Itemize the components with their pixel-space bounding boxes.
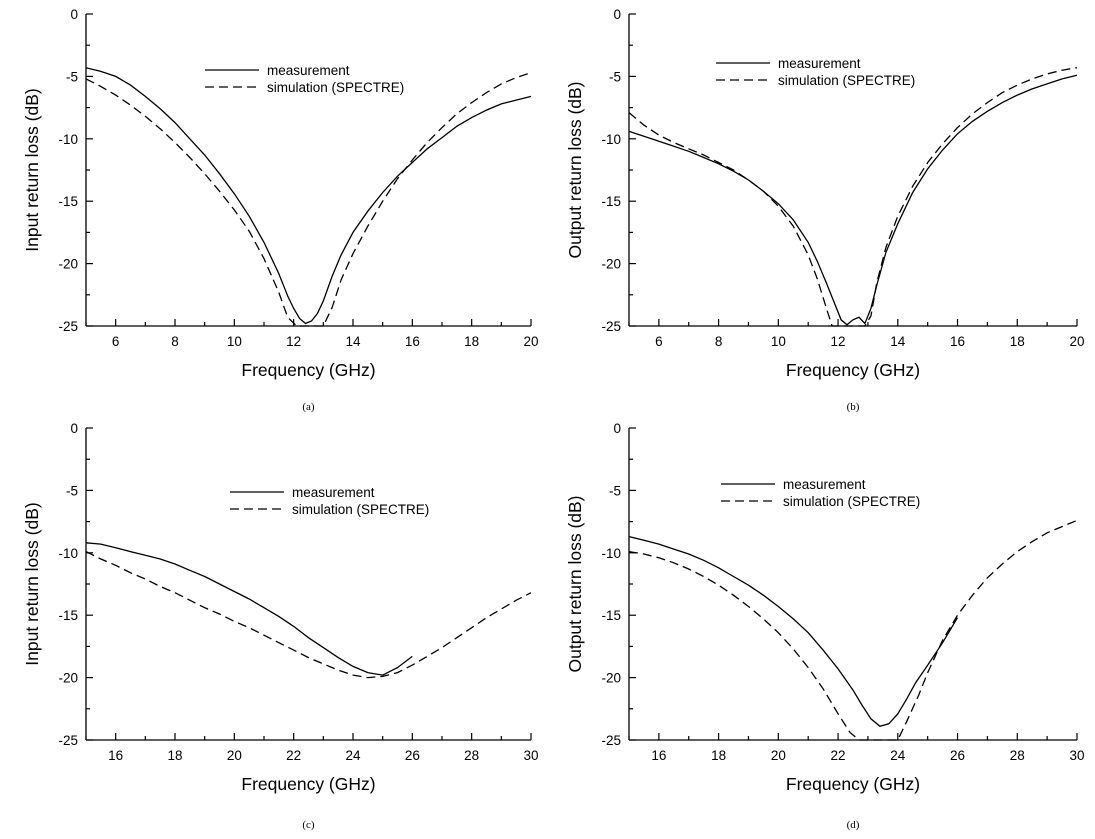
x-tick-label: 18 (1010, 334, 1025, 349)
y-tick-label: -10 (601, 546, 621, 561)
simulation-series-line (86, 73, 531, 326)
x-tick-label: 30 (523, 748, 538, 763)
measurement-series-line (86, 68, 531, 324)
y-tick-label: -15 (601, 608, 621, 623)
x-tick-label: 12 (286, 334, 301, 349)
y-tick-label: 0 (613, 421, 621, 436)
x-tick-label: 12 (831, 334, 846, 349)
x-tick-label: 14 (345, 334, 361, 349)
x-tick-label: 18 (167, 748, 182, 763)
y-tick-label: -20 (601, 257, 621, 272)
y-tick-label: -15 (58, 608, 78, 623)
x-tick-label: 10 (227, 334, 242, 349)
y-tick-label: -20 (58, 671, 78, 686)
x-tick-label: 16 (108, 748, 123, 763)
y-tick-label: 0 (70, 421, 78, 436)
legend-label: simulation (SPECTRE) (778, 73, 915, 88)
legend-label: measurement (778, 56, 861, 71)
measurement-series-line (629, 537, 958, 727)
legend-label: measurement (267, 63, 350, 78)
x-tick-label: 22 (831, 748, 846, 763)
y-tick-label: -25 (601, 733, 621, 748)
chart-panel-3: 0 -5 -10 -15 -20 -25 16 18 20 22 24 26 28 30 Frequency… (22, 421, 539, 831)
y-tick-label: -5 (609, 483, 621, 498)
x-tick-label: 16 (950, 334, 965, 349)
x-tick-label: 24 (345, 748, 361, 763)
x-tick-label: 20 (771, 748, 786, 763)
x-axis-title: Frequency (GHz) (241, 774, 375, 794)
x-tick-label: 26 (405, 748, 420, 763)
y-tick-label: -10 (601, 132, 621, 147)
simulation-series-line (629, 68, 1077, 326)
y-axis-title: Output return loss (dB) (565, 495, 585, 672)
x-axis-title: Frequency (GHz) (241, 360, 375, 380)
x-axis-title: Frequency (GHz) (786, 360, 920, 380)
y-tick-label: -20 (58, 257, 78, 272)
x-tick-label: 14 (890, 334, 906, 349)
simulation-series-line (629, 520, 1077, 740)
chart-panel-1: 0 -5 -10 -15 -20 -25 6 8 10 12 14 16 18 20 Frequency (… (22, 7, 539, 413)
x-tick-label: 16 (405, 334, 420, 349)
panel-label: (d) (847, 819, 860, 831)
y-tick-label: -15 (601, 194, 621, 209)
y-tick-label: -10 (58, 546, 78, 561)
panel-label: (a) (302, 401, 315, 413)
chart-panel-2: 0 -5 -10 -15 -20 -25 6 8 10 12 14 16 18 20 Frequency (… (565, 7, 1085, 413)
x-tick-label: 24 (890, 748, 906, 763)
x-tick-label: 18 (711, 748, 726, 763)
x-tick-label: 28 (464, 748, 479, 763)
y-axis-title: Input return loss (dB) (22, 88, 42, 251)
y-tick-label: -20 (601, 671, 621, 686)
legend-label: measurement (783, 477, 866, 492)
x-tick-label: 6 (655, 334, 663, 349)
legend-label: simulation (SPECTRE) (783, 494, 920, 509)
y-axis-title: Input return loss (dB) (22, 502, 42, 665)
x-tick-label: 22 (286, 748, 301, 763)
x-tick-label: 30 (1069, 748, 1084, 763)
x-tick-label: 6 (112, 334, 120, 349)
y-tick-label: -5 (66, 483, 78, 498)
measurement-series-line (86, 543, 412, 675)
legend-label: measurement (292, 485, 375, 500)
y-tick-label: -10 (58, 132, 78, 147)
x-tick-label: 28 (1010, 748, 1025, 763)
panel-label: (b) (847, 401, 860, 413)
chart-panel-4: 0 -5 -10 -15 -20 -25 16 18 20 22 24 26 28 30 Frequency… (565, 421, 1085, 831)
y-tick-label: -25 (601, 319, 621, 334)
y-tick-label: -25 (58, 733, 78, 748)
y-tick-label: 0 (70, 7, 78, 22)
x-tick-label: 8 (171, 334, 179, 349)
measurement-series-line (629, 75, 1077, 325)
simulation-series-line (86, 552, 531, 678)
y-tick-label: 0 (613, 7, 621, 22)
x-tick-label: 8 (715, 334, 723, 349)
x-tick-label: 20 (227, 748, 242, 763)
x-axis-title: Frequency (GHz) (786, 774, 920, 794)
legend-label: simulation (SPECTRE) (267, 80, 404, 95)
y-tick-label: -25 (58, 319, 78, 334)
x-tick-label: 18 (464, 334, 479, 349)
x-tick-label: 26 (950, 748, 965, 763)
x-tick-label: 16 (651, 748, 666, 763)
y-tick-label: -5 (609, 69, 621, 84)
x-tick-label: 20 (1069, 334, 1084, 349)
y-tick-label: -5 (66, 69, 78, 84)
y-tick-label: -15 (58, 194, 78, 209)
panel-label: (c) (302, 819, 315, 831)
y-axis-title: Output return loss (dB) (565, 81, 585, 258)
legend-label: simulation (SPECTRE) (292, 502, 429, 517)
x-tick-label: 20 (523, 334, 538, 349)
x-tick-label: 10 (771, 334, 786, 349)
